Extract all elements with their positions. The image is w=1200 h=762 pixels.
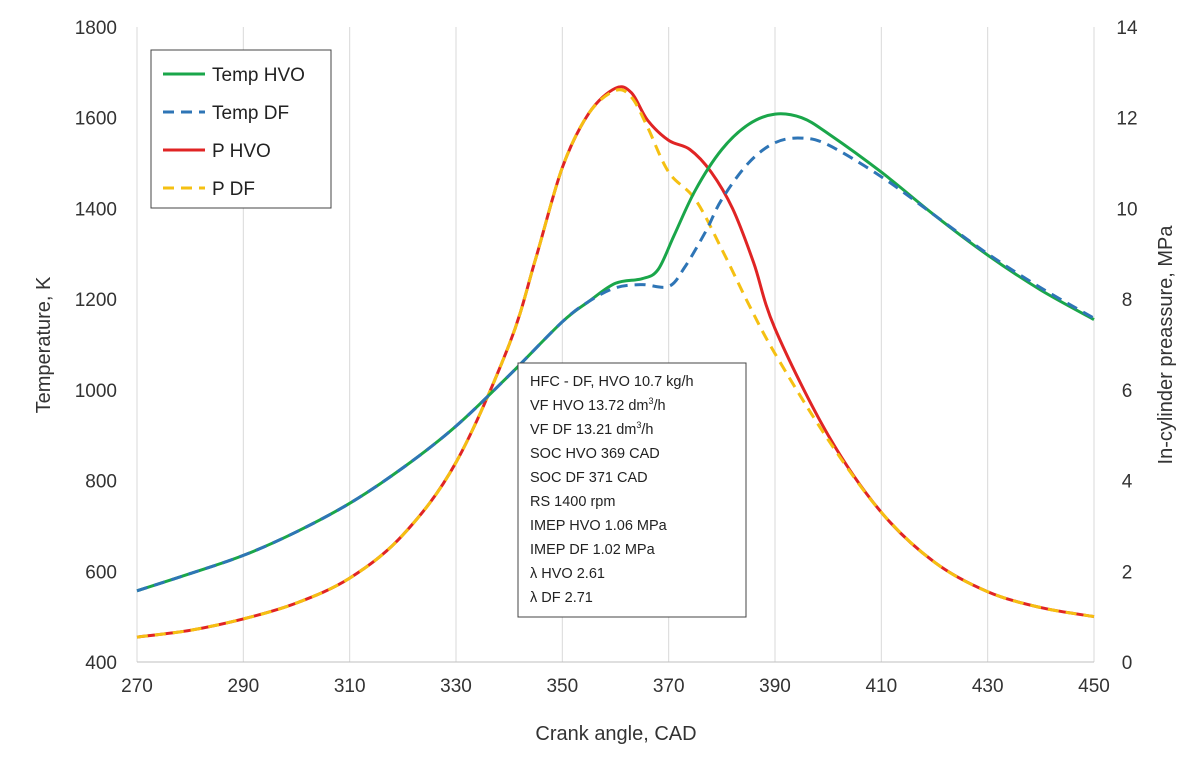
y2-tick-label: 2 [1122,562,1133,583]
y-tick-label: 1600 [75,109,117,130]
annotation-line: SOC DF 371 CAD [530,470,648,486]
y2-tick-label: 8 [1122,290,1133,311]
x-axis-title: Crank angle, CAD [535,723,696,745]
x-tick-label: 350 [546,676,578,697]
annotation-line: VF HVO 13.72 dm3/h [530,396,666,414]
annotation-line: RS 1400 rpm [530,494,615,510]
annotation-line: IMEP HVO 1.06 MPa [530,518,668,534]
y2-tick-label: 0 [1122,653,1133,674]
annotation-line: HFC - DF, HVO 10.7 kg/h [530,374,694,390]
legend: Temp HVO Temp DF P HVO P DF [150,49,332,209]
x-tick-label: 430 [972,676,1004,697]
y2-tick-label: 4 [1122,472,1133,493]
y-tick-label: 400 [85,653,117,674]
y2-tick-label: 12 [1116,109,1137,130]
x-tick-label: 310 [334,676,366,697]
series-line-p-df [136,88,1095,639]
annotation-line: IMEP DF 1.02 MPa [530,542,656,558]
y2-tick-label: 6 [1122,381,1133,402]
x-tick-label: 370 [653,676,685,697]
annotation-line: VF DF 13.21 dm3/h [530,420,653,438]
x-tick-label: 390 [759,676,791,697]
series-line-temp-df [136,136,1095,593]
legend-label-p-hvo: P HVO [212,141,271,162]
annotation-line: λ DF 2.71 [530,590,593,606]
y2-tick-label: 10 [1116,199,1137,220]
x-axis-ticks: 270 290 310 330 350 370 390 410 430 450 [121,676,1110,697]
y-tick-label: 800 [85,472,117,493]
annotation-frame [517,362,747,618]
annotation-line: λ HVO 2.61 [530,566,605,582]
y-tick-label: 1400 [75,199,117,220]
right-axis-ticks: 0 2 4 6 8 10 12 14 [1116,18,1138,674]
series-line-temp-hvo [136,112,1095,593]
x-tick-label: 330 [440,676,472,697]
x-tick-label: 450 [1078,676,1110,697]
annotation-box: HFC - DF, HVO 10.7 kg/h VF HVO 13.72 dm3/… [517,362,747,618]
y-tick-label: 1800 [75,18,117,39]
right-axis-title: In-cylinder preassure, MPa [1155,225,1177,465]
y-tick-label: 600 [85,562,117,583]
left-axis-ticks: 400 600 800 1000 1200 1400 1600 1800 [75,18,117,674]
series-line-p-hvo [136,85,1095,639]
left-axis-title: Temperature, K [33,276,55,413]
y-tick-label: 1000 [75,381,117,402]
x-tick-label: 270 [121,676,153,697]
annotation-line: SOC HVO 369 CAD [530,446,660,462]
y2-tick-label: 14 [1116,18,1138,39]
x-tick-label: 290 [227,676,259,697]
legend-label-temp-df: Temp DF [212,103,289,124]
x-tick-label: 410 [865,676,897,697]
legend-label-p-df: P DF [212,179,255,200]
series-lines [136,85,1095,639]
y-tick-label: 1200 [75,290,117,311]
legend-box [150,49,332,209]
legend-label-temp-hvo: Temp HVO [212,65,305,86]
